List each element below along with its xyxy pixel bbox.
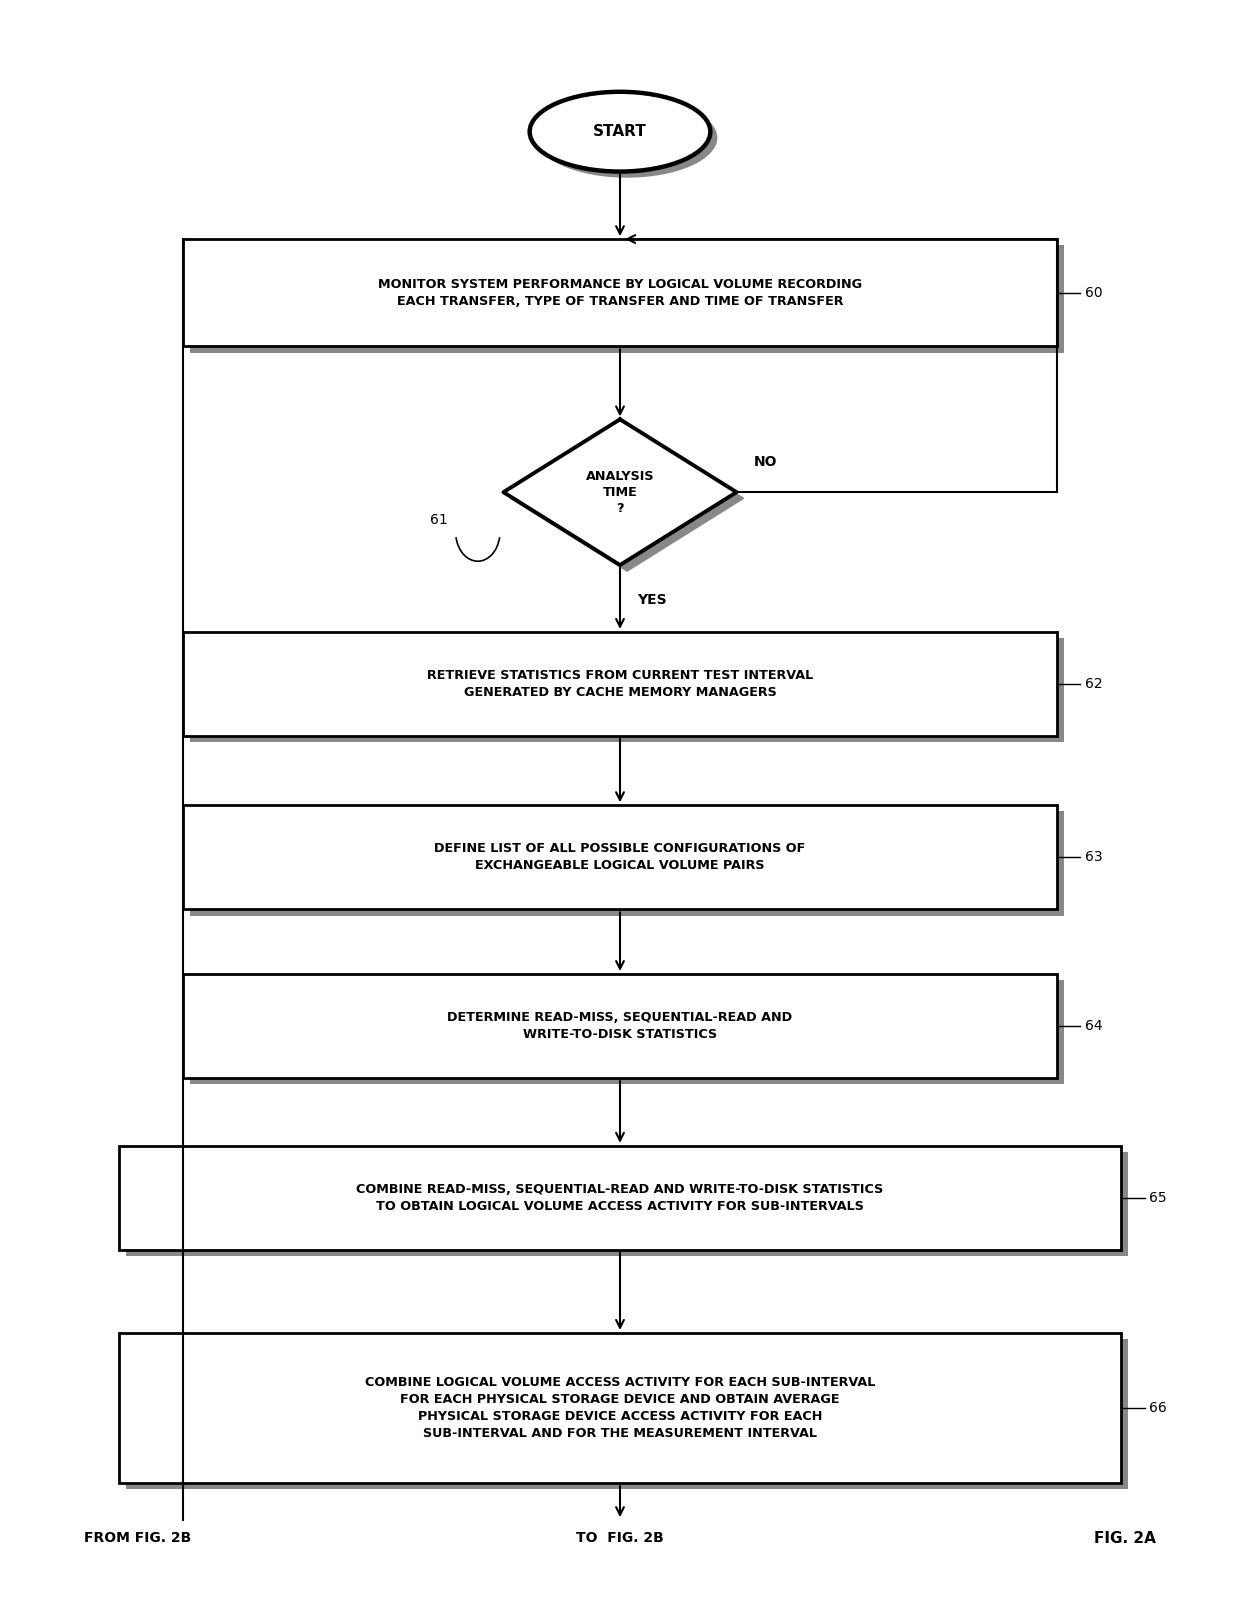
Text: START: START	[593, 125, 647, 139]
FancyBboxPatch shape	[190, 244, 1064, 353]
Text: TO  FIG. 2B: TO FIG. 2B	[577, 1531, 663, 1545]
Text: 61: 61	[430, 513, 448, 527]
Text: DEFINE LIST OF ALL POSSIBLE CONFIGURATIONS OF
EXCHANGEABLE LOGICAL VOLUME PAIRS: DEFINE LIST OF ALL POSSIBLE CONFIGURATIO…	[434, 842, 806, 873]
Text: 60: 60	[1085, 286, 1102, 300]
Text: NO: NO	[754, 455, 777, 470]
FancyBboxPatch shape	[190, 980, 1064, 1085]
FancyBboxPatch shape	[190, 812, 1064, 916]
FancyBboxPatch shape	[190, 638, 1064, 741]
Text: COMBINE LOGICAL VOLUME ACCESS ACTIVITY FOR EACH SUB-INTERVAL
FOR EACH PHYSICAL S: COMBINE LOGICAL VOLUME ACCESS ACTIVITY F…	[365, 1376, 875, 1440]
Polygon shape	[503, 419, 737, 566]
Text: MONITOR SYSTEM PERFORMANCE BY LOGICAL VOLUME RECORDING
EACH TRANSFER, TYPE OF TR: MONITOR SYSTEM PERFORMANCE BY LOGICAL VO…	[378, 278, 862, 308]
Polygon shape	[511, 425, 744, 570]
Text: 62: 62	[1085, 678, 1102, 690]
Text: RETRIEVE STATISTICS FROM CURRENT TEST INTERVAL
GENERATED BY CACHE MEMORY MANAGER: RETRIEVE STATISTICS FROM CURRENT TEST IN…	[427, 670, 813, 698]
FancyBboxPatch shape	[184, 973, 1056, 1079]
Text: FIG. 2A: FIG. 2A	[1095, 1531, 1156, 1545]
FancyBboxPatch shape	[119, 1333, 1121, 1483]
Text: 64: 64	[1085, 1020, 1102, 1032]
Ellipse shape	[537, 97, 717, 177]
FancyBboxPatch shape	[184, 805, 1056, 909]
FancyBboxPatch shape	[125, 1152, 1128, 1256]
Text: 66: 66	[1149, 1401, 1167, 1416]
FancyBboxPatch shape	[184, 240, 1056, 347]
Text: 65: 65	[1149, 1191, 1167, 1205]
Text: 63: 63	[1085, 850, 1102, 865]
FancyBboxPatch shape	[184, 631, 1056, 737]
Text: DETERMINE READ-MISS, SEQUENTIAL-READ AND
WRITE-TO-DISK STATISTICS: DETERMINE READ-MISS, SEQUENTIAL-READ AND…	[448, 1012, 792, 1040]
Text: ANALYSIS
TIME
?: ANALYSIS TIME ?	[585, 470, 655, 515]
Text: COMBINE READ-MISS, SEQUENTIAL-READ AND WRITE-TO-DISK STATISTICS
TO OBTAIN LOGICA: COMBINE READ-MISS, SEQUENTIAL-READ AND W…	[356, 1183, 884, 1213]
FancyBboxPatch shape	[125, 1339, 1128, 1489]
Text: YES: YES	[637, 593, 667, 607]
FancyBboxPatch shape	[119, 1146, 1121, 1250]
Ellipse shape	[529, 91, 711, 171]
Text: FROM FIG. 2B: FROM FIG. 2B	[84, 1531, 191, 1545]
